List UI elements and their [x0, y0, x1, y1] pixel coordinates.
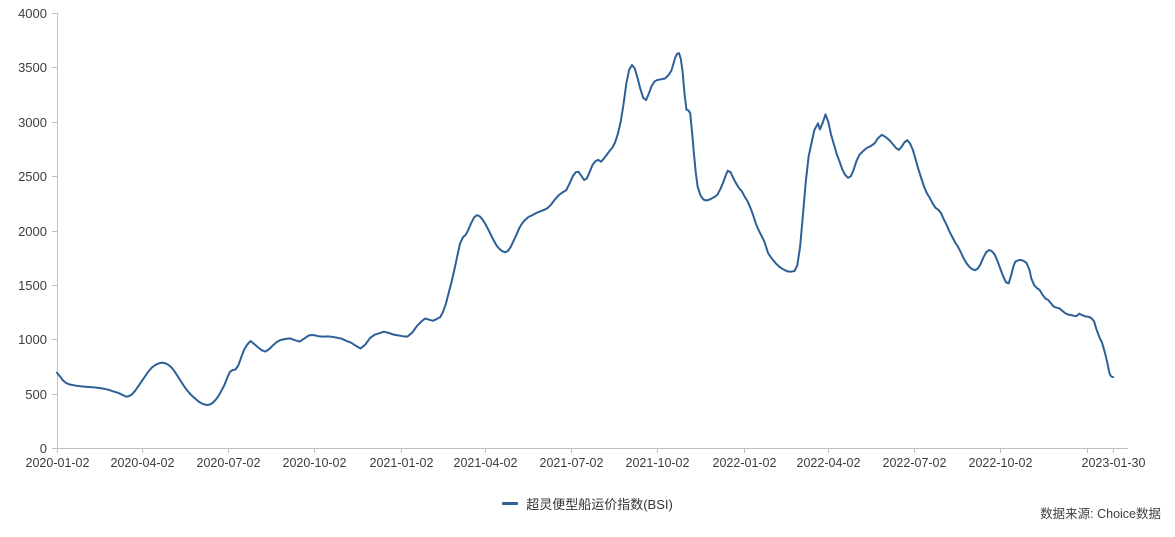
x-axis-label: 2022-10-02 — [969, 456, 1033, 470]
x-axis-label: 2023-01-30 — [1082, 456, 1146, 470]
x-axis-label: 2020-07-02 — [197, 456, 261, 470]
x-axis-label: 2021-07-02 — [540, 456, 604, 470]
x-axis-label: 2020-10-02 — [283, 456, 347, 470]
x-axis-label: 2022-07-02 — [883, 456, 947, 470]
chart-legend: 超灵便型船运价指数(BSI) — [0, 494, 1175, 513]
x-axis-label: 2022-01-02 — [713, 456, 777, 470]
y-axis-label: 4000 — [18, 6, 47, 21]
data-source-note: 数据来源: Choice数据 — [1040, 507, 1161, 521]
x-axis-label: 2022-04-02 — [797, 456, 861, 470]
y-axis-label: 3500 — [18, 60, 47, 75]
x-axis-label: 2021-10-02 — [626, 456, 690, 470]
y-axis-label: 1500 — [18, 278, 47, 293]
y-axis-label: 3000 — [18, 115, 47, 130]
y-axis-label: 2500 — [18, 169, 47, 184]
series-line — [56, 52, 1114, 406]
legend-label: 超灵便型船运价指数(BSI) — [526, 497, 673, 512]
x-axis-label: 2020-04-02 — [111, 456, 175, 470]
x-axis-label: 2021-01-02 — [370, 456, 434, 470]
x-axis-label: 2021-04-02 — [454, 456, 518, 470]
x-axis-label: 2020-01-02 — [26, 456, 90, 470]
y-axis-label: 0 — [40, 441, 47, 456]
legend-line-swatch-icon — [502, 502, 519, 505]
y-axis-label: 2000 — [18, 224, 47, 239]
y-axis-label: 500 — [25, 387, 47, 402]
y-axis-label: 1000 — [18, 332, 47, 347]
